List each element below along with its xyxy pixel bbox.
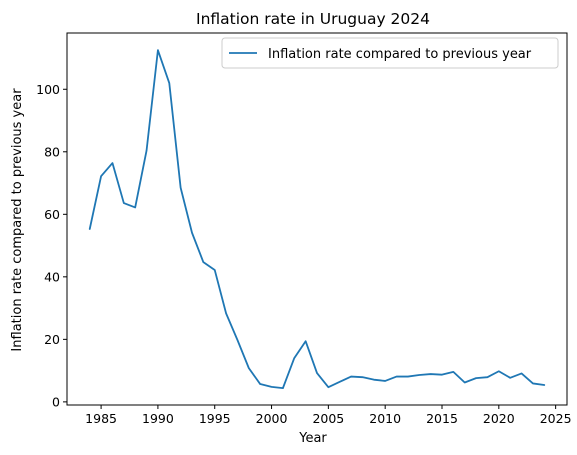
x-tick-label: 2015 [426,411,458,426]
x-tick-label: 2005 [312,411,344,426]
x-tick-label: 1995 [199,411,231,426]
chart-title: Inflation rate in Uruguay 2024 [196,10,430,28]
y-tick-label: 20 [44,332,60,347]
plot-area: 1985 1990 1995 2000 2005 2010 2015 2020 2025 0 20 4… [36,32,572,426]
axes-frame [66,32,568,406]
y-tick-label: 80 [44,144,60,159]
legend: Inflation rate compared to previous year [221,37,559,69]
x-tick-label: 1985 [85,411,117,426]
x-axis-title: Year [298,431,327,446]
x-tick-label: 2025 [540,411,572,426]
y-tick-label: 40 [44,269,60,284]
x-tick-label: 2000 [256,411,288,426]
legend-box [221,37,559,69]
y-tick-label: 60 [44,207,60,222]
y-tick-label: 0 [52,394,60,409]
legend-label: Inflation rate compared to previous year [268,47,532,62]
x-tick-label: 2020 [483,411,515,426]
y-axis-title: Inflation rate compared to previous year [10,88,25,352]
x-tick-label: 2010 [369,411,401,426]
series-line [88,49,546,390]
y-tick-label: 100 [36,82,60,97]
x-tick-label: 1990 [142,411,174,426]
